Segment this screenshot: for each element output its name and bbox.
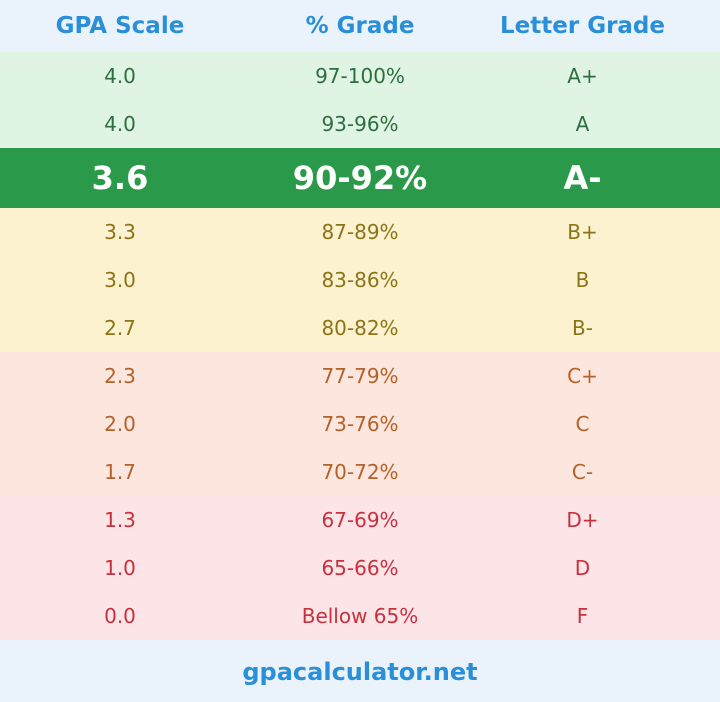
letter-cell: C- [571, 460, 594, 484]
gpa-cell: 1.3 [104, 508, 136, 532]
letter-cell: A- [563, 159, 602, 197]
gpa-cell: 2.0 [104, 412, 136, 436]
table-body: 4.0 97-100% A+ 4.0 93-96% A 3.6 90-92% A… [0, 52, 720, 640]
letter-cell: C [575, 412, 590, 436]
site-footer: gpacalculator.net [0, 642, 720, 702]
percent-cell: 77-79% [321, 364, 399, 388]
table-row: 2.3 77-79% C+ [0, 352, 720, 400]
letter-cell: A+ [567, 64, 598, 88]
percent-cell: 83-86% [321, 268, 399, 292]
highlighted-row: 3.6 90-92% A- [0, 148, 720, 208]
header-gpa-scale: GPA Scale [55, 13, 185, 39]
table-row: 3.3 87-89% B+ [0, 208, 720, 256]
gpa-cell: 1.7 [104, 460, 136, 484]
percent-cell: 93-96% [321, 112, 399, 136]
letter-cell: F [576, 604, 589, 628]
gpa-cell: 2.7 [104, 316, 136, 340]
gpa-cell: 1.0 [104, 556, 136, 580]
percent-cell: 65-66% [321, 556, 399, 580]
site-name: gpacalculator.net [242, 658, 478, 686]
letter-cell: B [575, 268, 590, 292]
gpa-cell: 4.0 [104, 112, 136, 136]
table-row: 3.0 83-86% B [0, 256, 720, 304]
table-row: 0.0 Bellow 65% F [0, 592, 720, 640]
letter-cell: B- [572, 316, 593, 340]
table-row: 1.0 65-66% D [0, 544, 720, 592]
letter-cell: A [575, 112, 590, 136]
letter-cell: D [574, 556, 591, 580]
percent-cell: 67-69% [321, 508, 399, 532]
table-row: 4.0 97-100% A+ [0, 52, 720, 100]
percent-cell: 90-92% [292, 159, 428, 197]
letter-cell: C+ [567, 364, 598, 388]
header-percent-grade: % Grade [305, 13, 415, 39]
gpa-cell: 0.0 [104, 604, 136, 628]
table-row: 1.7 70-72% C- [0, 448, 720, 496]
letter-cell: D+ [566, 508, 599, 532]
gpa-cell: 3.6 [91, 159, 149, 197]
percent-cell: Bellow 65% [301, 604, 419, 628]
percent-cell: 73-76% [321, 412, 399, 436]
gpa-cell: 2.3 [104, 364, 136, 388]
table-row: 2.0 73-76% C [0, 400, 720, 448]
letter-cell: B+ [567, 220, 598, 244]
percent-cell: 97-100% [315, 64, 405, 88]
table-row: 1.3 67-69% D+ [0, 496, 720, 544]
header-letter-grade: Letter Grade [500, 13, 665, 39]
gpa-cell: 4.0 [104, 64, 136, 88]
table-row: 2.7 80-82% B- [0, 304, 720, 352]
percent-cell: 80-82% [321, 316, 399, 340]
table-header: GPA Scale % Grade Letter Grade [0, 0, 720, 52]
gpa-cell: 3.0 [104, 268, 136, 292]
table-row: 4.0 93-96% A [0, 100, 720, 148]
percent-cell: 87-89% [321, 220, 399, 244]
gpa-cell: 3.3 [104, 220, 136, 244]
percent-cell: 70-72% [321, 460, 399, 484]
